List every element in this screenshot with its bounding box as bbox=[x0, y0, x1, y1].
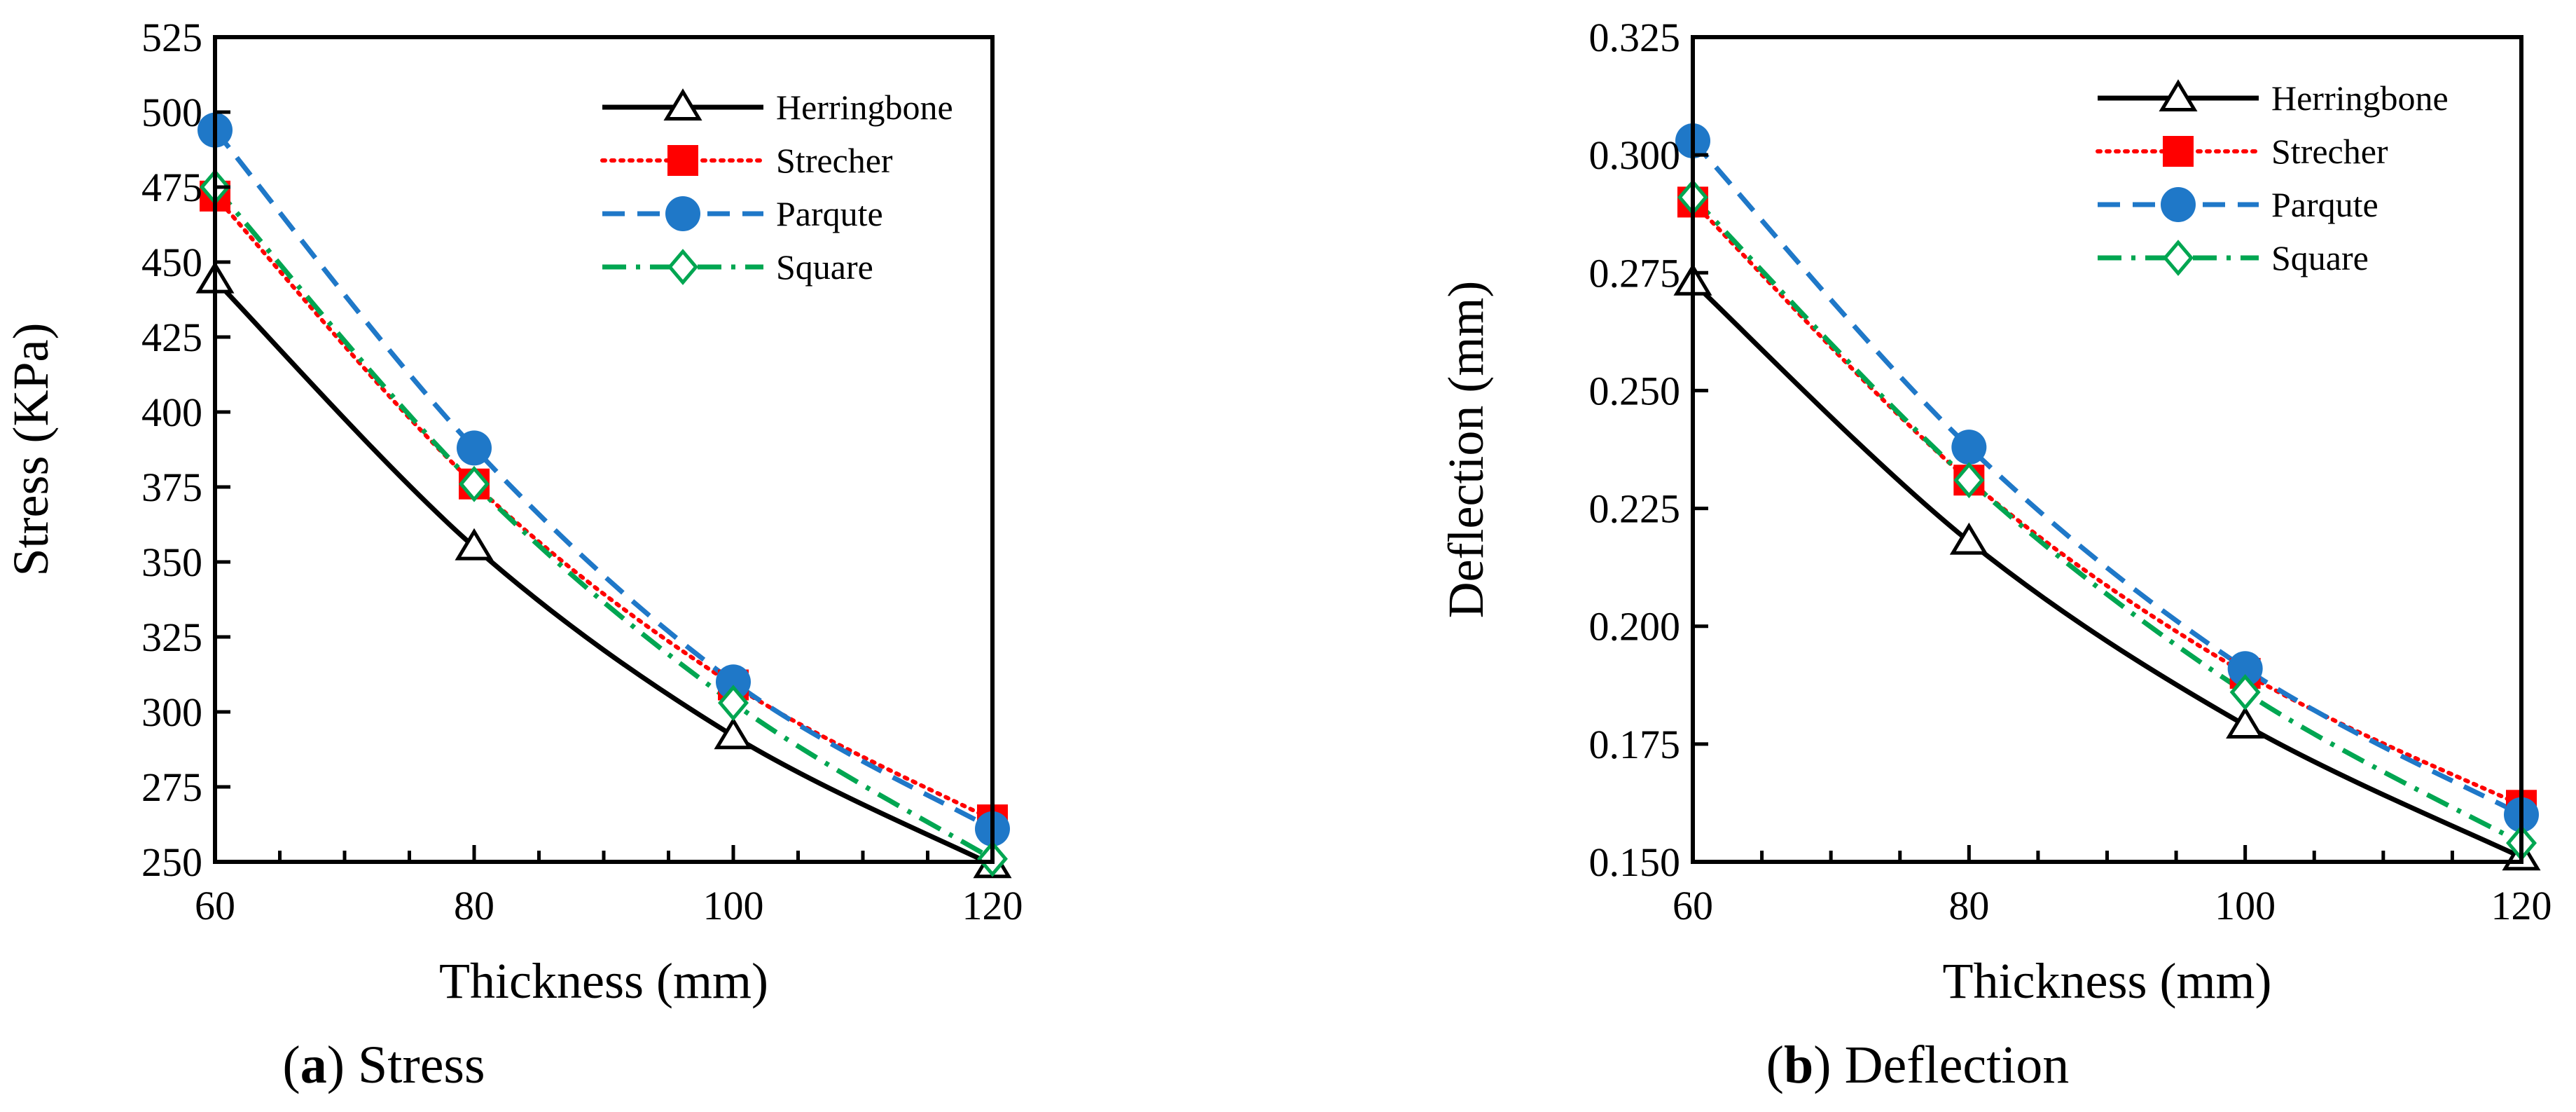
y-tick-label: 0.300 bbox=[1589, 132, 1681, 178]
legend-marker-strecher bbox=[667, 145, 698, 176]
plot-area-frame bbox=[1691, 35, 2523, 864]
data-point-parqute-1 bbox=[457, 430, 492, 466]
legend-label-parqute: Parqute bbox=[776, 194, 883, 233]
caption-a-text: ) Stress bbox=[327, 1036, 485, 1094]
y-tick-label: 275 bbox=[141, 764, 202, 810]
data-point-herringbone-1 bbox=[1949, 522, 1988, 555]
y-tick-label: 0.325 bbox=[1589, 15, 1681, 60]
series-line-parqute bbox=[213, 128, 994, 831]
legend-marker-square bbox=[2163, 240, 2194, 276]
series-line-square bbox=[213, 185, 994, 861]
y-tick-label: 300 bbox=[141, 689, 202, 735]
y-tick-label: 250 bbox=[141, 839, 202, 885]
series-line-herringbone bbox=[1691, 280, 2523, 860]
series-line-strecher bbox=[1691, 200, 2523, 808]
legend-marker-herringbone bbox=[2159, 79, 2198, 111]
x-tick-label: 80 bbox=[1948, 883, 1989, 928]
caption-b-text: ) Deflection bbox=[1813, 1036, 2069, 1094]
y-tick-label: 450 bbox=[141, 240, 202, 285]
legend-label-herringbone: Herringbone bbox=[776, 88, 953, 127]
y-tick-label: 475 bbox=[141, 165, 202, 210]
y-tick-label: 375 bbox=[141, 465, 202, 510]
y-tick-label: 0.175 bbox=[1589, 722, 1681, 767]
caption-b-letter: b bbox=[1784, 1036, 1813, 1094]
data-point-herringbone-1 bbox=[455, 528, 494, 561]
legend-label-strecher: Strecher bbox=[2271, 132, 2388, 171]
y-tick-label: 400 bbox=[141, 390, 202, 435]
series-line-strecher bbox=[213, 193, 995, 823]
legend-marker-square bbox=[667, 249, 698, 285]
y-axis-title: Stress (KPa) bbox=[3, 323, 59, 577]
data-point-parqute-1 bbox=[1951, 430, 1987, 465]
y-tick-label: 0.225 bbox=[1589, 486, 1681, 532]
legend-marker-parqute bbox=[2161, 187, 2196, 222]
y-tick-label: 0.275 bbox=[1589, 250, 1681, 296]
series-line-square bbox=[1691, 195, 2523, 846]
caption-b-open: ( bbox=[1766, 1036, 1784, 1094]
data-point-square-2 bbox=[2229, 674, 2261, 711]
data-point-parqute-2 bbox=[716, 664, 751, 700]
data-point-herringbone-2 bbox=[2226, 706, 2265, 739]
series-line-herringbone bbox=[213, 278, 994, 867]
legend-label-parqute: Parqute bbox=[2271, 185, 2378, 224]
series-line-parqute bbox=[1691, 139, 2523, 817]
x-axis-title: Thickness (mm) bbox=[439, 953, 768, 1009]
x-tick-label: 60 bbox=[1673, 883, 1713, 928]
stress-chart: 250 275 300 325 350 375 400 425 450 475 500 525 60 80… bbox=[3, 15, 1023, 1009]
y-tick-label: 0.150 bbox=[1589, 839, 1681, 885]
deflection-chart: 0.150 0.175 0.200 0.225 0.250 0.275 0.300 0.325… bbox=[1438, 15, 2552, 1009]
data-point-square-1 bbox=[1953, 462, 1985, 499]
legend-marker-parqute bbox=[665, 196, 700, 231]
caption-a: (a) Stress bbox=[282, 1036, 485, 1094]
x-tick-label: 100 bbox=[2215, 883, 2276, 928]
legend-marker-strecher bbox=[2163, 136, 2194, 167]
legend-label-strecher: Strecher bbox=[776, 141, 893, 180]
y-tick-label: 0.200 bbox=[1589, 604, 1681, 650]
caption-a-letter: a bbox=[300, 1036, 327, 1094]
y-tick-label: 0.250 bbox=[1589, 368, 1681, 413]
y-tick-label: 500 bbox=[141, 90, 202, 135]
legend-label-square: Square bbox=[2271, 238, 2369, 277]
x-tick-label: 100 bbox=[703, 883, 764, 928]
legend-marker-herringbone bbox=[663, 88, 702, 121]
data-point-square-1 bbox=[459, 465, 490, 502]
legend-label-square: Square bbox=[776, 247, 873, 287]
data-point-parqute-2 bbox=[2227, 651, 2263, 687]
x-tick-label: 80 bbox=[454, 883, 494, 928]
x-axis-title: Thickness (mm) bbox=[1943, 953, 2272, 1009]
y-tick-label: 325 bbox=[141, 615, 202, 660]
x-tick-label: 120 bbox=[2491, 883, 2552, 928]
legend-label-herringbone: Herringbone bbox=[2271, 78, 2449, 118]
x-tick-label: 120 bbox=[962, 883, 1023, 928]
y-tick-label: 350 bbox=[141, 540, 202, 585]
x-tick-label: 60 bbox=[195, 883, 235, 928]
caption-b: (b) Deflection bbox=[1766, 1036, 2070, 1094]
data-point-square-2 bbox=[718, 685, 749, 722]
y-tick-label: 525 bbox=[141, 15, 202, 60]
y-tick-label: 425 bbox=[141, 315, 202, 360]
y-axis-title: Deflection (mm) bbox=[1438, 281, 1494, 619]
caption-a-open: ( bbox=[282, 1036, 300, 1094]
data-point-herringbone-2 bbox=[714, 717, 753, 750]
